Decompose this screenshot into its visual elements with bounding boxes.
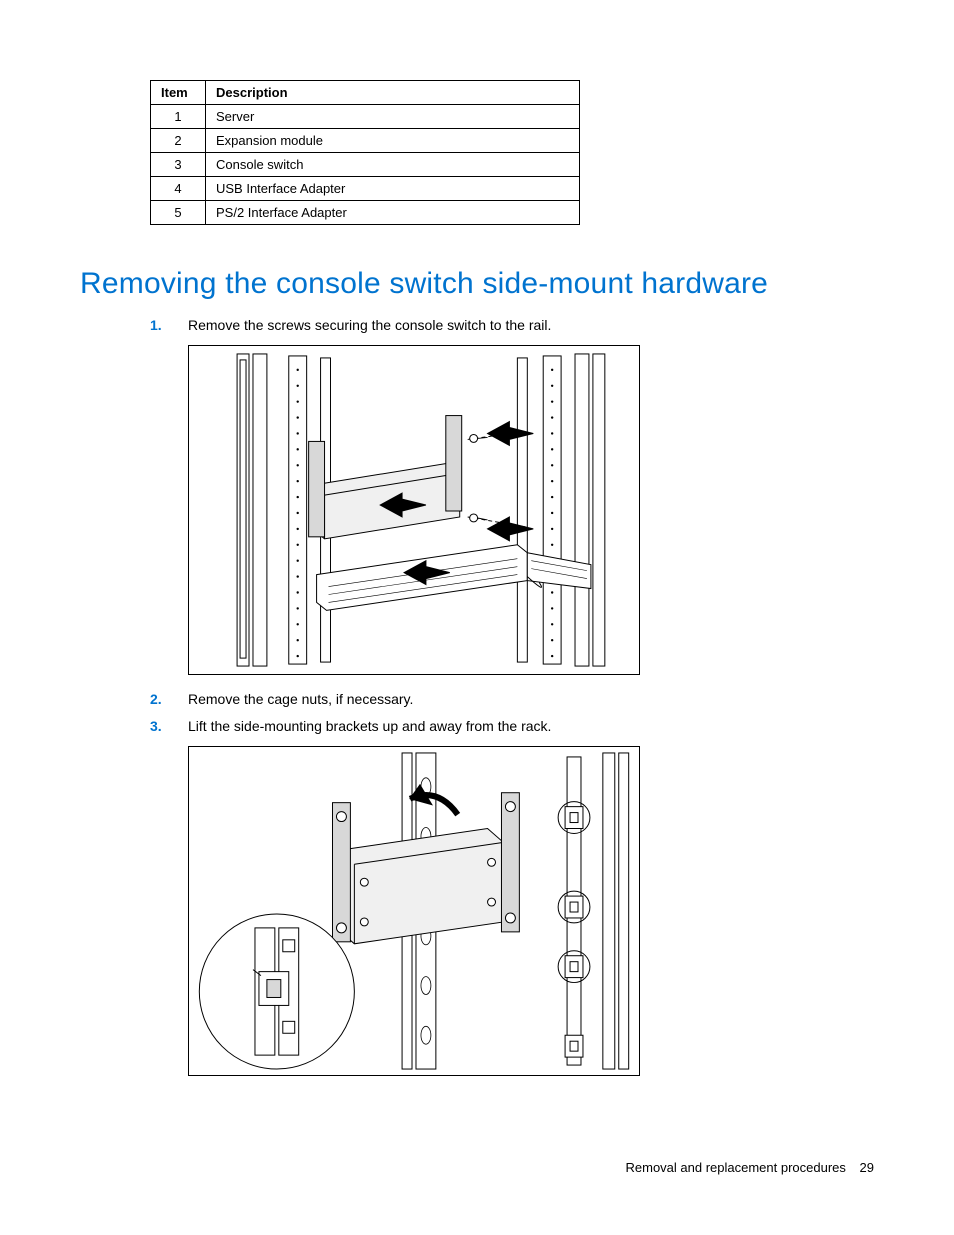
- cell-desc: Server: [206, 105, 580, 129]
- cell-desc: Console switch: [206, 153, 580, 177]
- page-number: 29: [860, 1160, 874, 1175]
- document-page: Item Description 1 Server 2 Expansion mo…: [0, 0, 954, 1235]
- table-row: 4 USB Interface Adapter: [151, 177, 580, 201]
- items-table: Item Description 1 Server 2 Expansion mo…: [150, 80, 580, 225]
- cell-desc: PS/2 Interface Adapter: [206, 201, 580, 225]
- step-3: 3. Lift the side-mounting brackets up an…: [150, 716, 874, 738]
- cell-item: 3: [151, 153, 206, 177]
- step-number: 2.: [150, 689, 162, 711]
- cell-item: 2: [151, 129, 206, 153]
- step-2: 2. Remove the cage nuts, if necessary.: [150, 689, 874, 711]
- cell-item: 5: [151, 201, 206, 225]
- footer-label: Removal and replacement procedures: [626, 1160, 846, 1175]
- step-number: 3.: [150, 716, 162, 738]
- table-row: 5 PS/2 Interface Adapter: [151, 201, 580, 225]
- cell-desc: USB Interface Adapter: [206, 177, 580, 201]
- step-text: Remove the screws securing the console s…: [188, 317, 551, 333]
- cell-desc: Expansion module: [206, 129, 580, 153]
- table-header-row: Item Description: [151, 81, 580, 105]
- step-text: Lift the side-mounting brackets up and a…: [188, 718, 551, 734]
- procedure-list-cont: 2. Remove the cage nuts, if necessary. 3…: [150, 689, 874, 738]
- col-header-description: Description: [206, 81, 580, 105]
- table-row: 3 Console switch: [151, 153, 580, 177]
- step-number: 1.: [150, 315, 162, 337]
- col-header-item: Item: [151, 81, 206, 105]
- table-row: 2 Expansion module: [151, 129, 580, 153]
- page-footer: Removal and replacement procedures 29: [626, 1160, 875, 1175]
- figure-remove-screws: [188, 345, 640, 675]
- step-1: 1. Remove the screws securing the consol…: [150, 315, 874, 337]
- step-text: Remove the cage nuts, if necessary.: [188, 691, 413, 707]
- section-heading: Removing the console switch side-mount h…: [80, 267, 874, 301]
- procedure-list: 1. Remove the screws securing the consol…: [150, 315, 874, 337]
- cell-item: 4: [151, 177, 206, 201]
- table-row: 1 Server: [151, 105, 580, 129]
- figure-lift-brackets: [188, 746, 640, 1076]
- cell-item: 1: [151, 105, 206, 129]
